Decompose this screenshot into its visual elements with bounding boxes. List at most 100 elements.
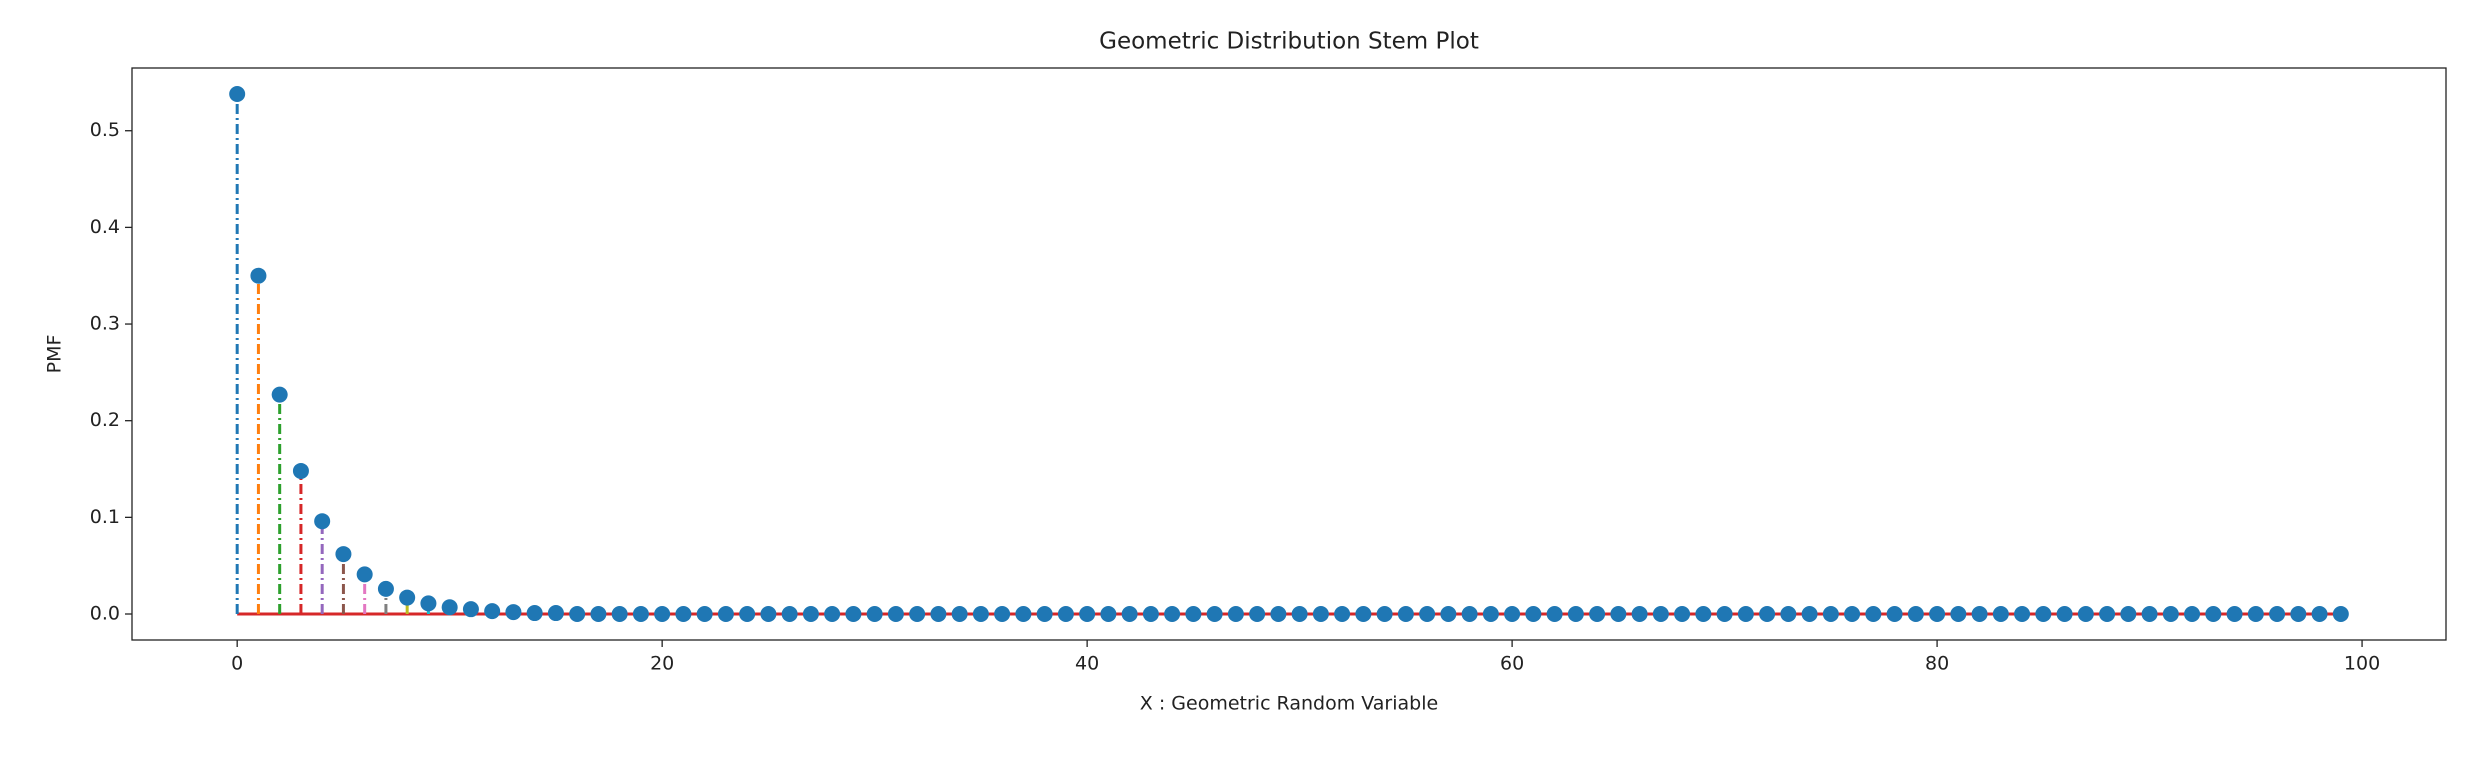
marker xyxy=(1695,606,1712,622)
marker xyxy=(441,599,458,616)
marker xyxy=(2077,606,2094,622)
marker xyxy=(1652,606,1669,622)
marker xyxy=(1440,606,1457,622)
marker xyxy=(462,601,479,618)
marker xyxy=(314,513,331,530)
marker xyxy=(845,606,862,622)
marker xyxy=(675,606,692,622)
y-axis-label: PMF xyxy=(44,335,66,374)
marker xyxy=(2056,606,2073,622)
marker xyxy=(1036,606,1053,622)
x-tick-label: 20 xyxy=(650,653,674,675)
marker xyxy=(717,606,734,622)
marker xyxy=(356,566,373,583)
y-tick-label: 0.2 xyxy=(90,409,120,431)
marker xyxy=(994,606,1011,622)
marker xyxy=(2332,606,2349,622)
marker xyxy=(1249,606,1266,622)
marker xyxy=(1610,606,1627,622)
marker xyxy=(1801,606,1818,622)
marker xyxy=(2205,606,2222,622)
marker xyxy=(1206,606,1223,622)
marker xyxy=(420,595,437,612)
marker xyxy=(2290,606,2307,622)
marker xyxy=(1589,606,1606,622)
marker xyxy=(1525,606,1542,622)
marker xyxy=(781,606,798,622)
marker xyxy=(1631,606,1648,622)
marker xyxy=(590,606,607,622)
y-tick-label: 0.0 xyxy=(90,603,120,625)
marker xyxy=(250,267,267,284)
x-axis-label: X : Geometric Random Variable xyxy=(1140,693,1438,715)
marker xyxy=(1907,606,1924,622)
marker xyxy=(547,605,564,622)
marker xyxy=(951,606,968,622)
marker xyxy=(909,606,926,622)
x-tick-label: 60 xyxy=(1500,653,1524,675)
marker xyxy=(1950,606,1967,622)
marker xyxy=(1100,606,1117,622)
marker xyxy=(1971,606,1988,622)
marker xyxy=(1844,606,1861,622)
marker xyxy=(1504,606,1521,622)
marker xyxy=(2099,606,2116,622)
marker xyxy=(1759,606,1776,622)
marker xyxy=(1376,606,1393,622)
marker xyxy=(1057,606,1074,622)
marker xyxy=(1929,606,1946,622)
marker xyxy=(484,603,501,620)
y-tick-label: 0.3 xyxy=(90,313,120,335)
marker xyxy=(1355,606,1372,622)
marker xyxy=(377,580,394,597)
marker xyxy=(739,606,756,622)
x-tick-label: 40 xyxy=(1075,653,1099,675)
marker xyxy=(1227,606,1244,622)
plot-frame xyxy=(131,67,2447,641)
x-tick-label: 0 xyxy=(231,653,243,675)
marker xyxy=(1270,606,1287,622)
marker xyxy=(1185,606,1202,622)
marker xyxy=(696,606,713,622)
marker xyxy=(1865,606,1882,622)
marker xyxy=(1079,606,1096,622)
marker xyxy=(972,606,989,622)
marker xyxy=(1419,606,1436,622)
marker xyxy=(1121,606,1138,622)
marker xyxy=(1397,606,1414,622)
marker xyxy=(1015,606,1032,622)
chart-title: Geometric Distribution Stem Plot xyxy=(1099,29,1479,55)
marker xyxy=(1142,606,1159,622)
marker xyxy=(1291,606,1308,622)
marker xyxy=(1780,606,1797,622)
marker xyxy=(802,606,819,622)
x-tick-label: 100 xyxy=(2344,653,2380,675)
x-tick-label: 80 xyxy=(1925,653,1949,675)
marker xyxy=(2014,606,2031,622)
marker xyxy=(292,462,309,479)
marker xyxy=(1546,606,1563,622)
marker xyxy=(1674,606,1691,622)
marker xyxy=(887,606,904,622)
y-tick-label: 0.4 xyxy=(90,216,120,238)
marker xyxy=(1567,606,1584,622)
marker xyxy=(1312,606,1329,622)
marker xyxy=(2311,606,2328,622)
marker xyxy=(654,606,671,622)
marker xyxy=(2120,606,2137,622)
marker xyxy=(1482,606,1499,622)
marker xyxy=(2226,606,2243,622)
marker xyxy=(271,386,288,403)
marker xyxy=(2247,606,2264,622)
marker xyxy=(866,606,883,622)
marker xyxy=(1164,606,1181,622)
marker xyxy=(2269,606,2286,622)
y-tick-label: 0.1 xyxy=(90,506,120,528)
marker xyxy=(2035,606,2052,622)
marker xyxy=(824,606,841,622)
marker xyxy=(2141,606,2158,622)
marker xyxy=(632,606,649,622)
marker xyxy=(1461,606,1478,622)
y-tick-label: 0.5 xyxy=(90,119,120,141)
